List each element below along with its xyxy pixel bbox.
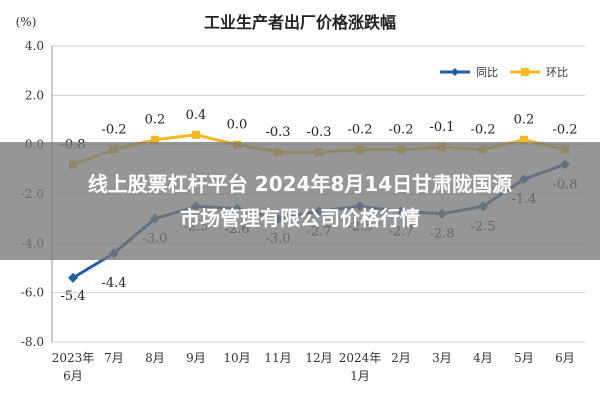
x-tick-label: 2024年: [339, 351, 382, 365]
y-tick-label: 4.0: [25, 39, 44, 53]
caption-overlay: 线上股票杠杆平台 2024年8月14日甘肃陇国源 市场管理有限公司价格行情: [0, 142, 600, 260]
legend-marker: [521, 68, 529, 76]
legend-marker: [451, 68, 459, 76]
x-tick-label: 12月: [305, 351, 332, 365]
data-label: -0.1: [429, 120, 454, 135]
x-tick-label: 9月: [186, 351, 206, 365]
data-label: -0.2: [347, 123, 372, 138]
data-point: [520, 135, 528, 144]
x-tick-label: 5月: [514, 351, 534, 365]
x-tick-label: 4月: [473, 351, 493, 365]
x-tick-label: 6月: [63, 369, 83, 383]
x-tick-label: 3月: [432, 351, 452, 365]
data-label: -0.2: [552, 123, 577, 138]
x-tick-label: 7月: [104, 351, 124, 365]
data-point: [151, 135, 159, 144]
data-label: -0.2: [388, 123, 413, 138]
caption-line-1: 线上股票杠杆平台 2024年8月14日甘肃陇国源: [87, 172, 513, 196]
data-point: [192, 130, 200, 139]
data-label: -5.4: [60, 289, 85, 304]
data-label: 0.0: [227, 118, 248, 133]
x-tick-label: 11月: [264, 351, 291, 365]
x-tick-label: 8月: [145, 351, 165, 365]
data-point: [68, 272, 78, 283]
y-tick-label: -6.0: [21, 286, 44, 300]
data-label: -0.3: [265, 125, 290, 140]
y-unit-label: (%): [16, 15, 37, 29]
y-tick-label: 2.0: [25, 88, 44, 102]
legend-label: 同比: [476, 66, 498, 79]
data-label: -4.4: [101, 276, 126, 291]
data-label: 0.4: [186, 108, 207, 123]
data-label: -0.3: [306, 125, 331, 140]
y-tick-label: -8.0: [21, 335, 44, 349]
x-tick-label: 2月: [391, 351, 411, 365]
x-tick-label: 6月: [555, 351, 575, 365]
x-tick-label: 10月: [223, 351, 250, 365]
x-tick-label: 2023年: [52, 351, 95, 365]
data-label: 0.2: [145, 113, 166, 128]
data-label: -0.2: [470, 123, 495, 138]
caption-line-2: 市场管理有限公司价格行情: [180, 206, 420, 230]
data-label: -0.2: [101, 123, 126, 138]
x-tick-label: 1月: [350, 369, 370, 383]
data-label: 0.2: [514, 113, 535, 128]
chart-title: 工业生产者出厂价格涨跌幅: [204, 13, 396, 32]
legend-label: 环比: [546, 66, 568, 79]
